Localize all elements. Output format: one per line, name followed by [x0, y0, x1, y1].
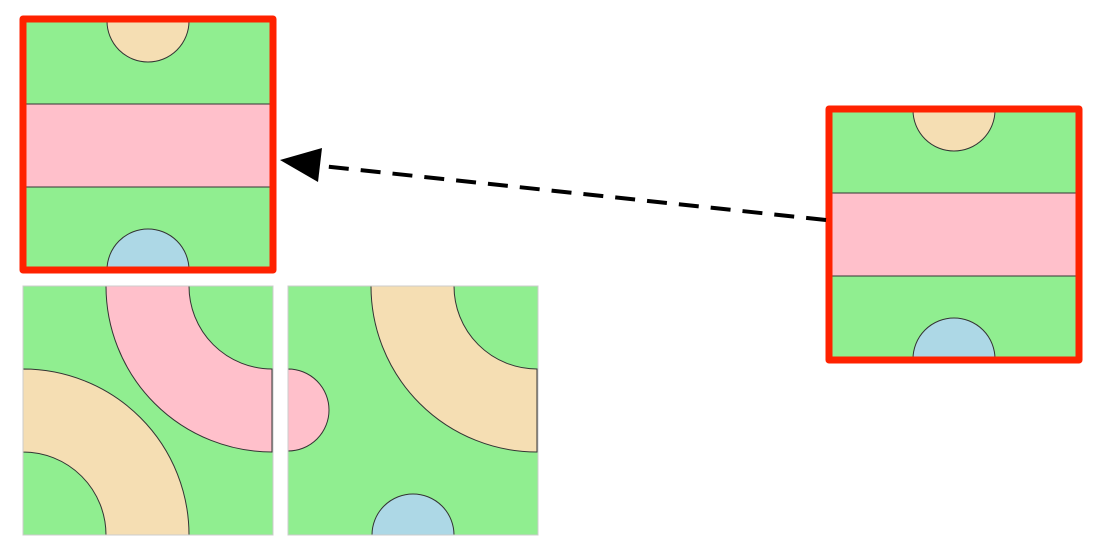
tan-curved-band — [23, 368, 190, 535]
tan-half-circle — [912, 110, 996, 152]
pink-road-band — [830, 192, 1079, 277]
tan-half-circle — [106, 21, 190, 63]
move-arrow-head — [280, 148, 322, 182]
tile-edge — [287, 285, 539, 536]
held-tile-highlight-frame — [825, 105, 1083, 364]
move-arrow-line — [321, 164, 827, 222]
held-tile[interactable] — [830, 69, 1079, 400]
board-tile-bottom-middle[interactable] — [288, 286, 538, 554]
tile-edge — [22, 285, 274, 536]
pink-road-band — [23, 103, 273, 188]
blue-half-circle — [371, 493, 455, 535]
pink-half-circle — [288, 368, 330, 452]
target-highlight-frame — [19, 15, 277, 274]
blue-half-circle — [912, 317, 996, 359]
tan-curved-band — [370, 286, 538, 453]
board-tile-bottom-left[interactable] — [23, 286, 273, 535]
board-tile-top-left[interactable] — [23, 0, 273, 311]
blue-half-circle — [106, 228, 190, 270]
pink-curved-band — [105, 286, 273, 453]
